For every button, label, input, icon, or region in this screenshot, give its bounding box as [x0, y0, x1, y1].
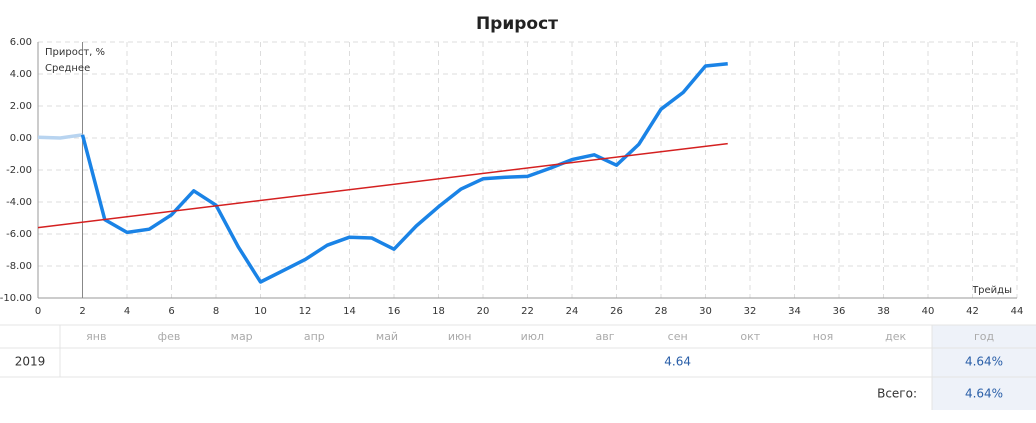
chart-title: Прирост	[476, 14, 558, 34]
x-tick-label: 14	[343, 306, 356, 317]
x-tick-label: 44	[1011, 306, 1024, 317]
x-tick-label: 0	[35, 306, 41, 317]
y-tick-label: 2.00	[10, 101, 32, 112]
legend-label: Среднее	[45, 63, 90, 74]
y-tick-label: 0.00	[10, 133, 32, 144]
column-header: окт	[740, 330, 760, 343]
year-total: 4.64%	[965, 355, 1003, 369]
y-tick-label: -4.00	[6, 197, 32, 208]
column-header: июл	[521, 330, 544, 343]
x-tick-label: 22	[521, 306, 534, 317]
total-label: Всего:	[877, 387, 917, 401]
column-header: фев	[158, 330, 181, 343]
x-tick-label: 30	[699, 306, 712, 317]
column-header: сен	[668, 330, 688, 343]
x-axis-label: Трейды	[971, 285, 1012, 296]
pre-start-line	[37, 133, 83, 140]
y-tick-label: -6.00	[6, 229, 32, 240]
column-header: июн	[448, 330, 472, 343]
x-tick-label: 40	[922, 306, 935, 317]
x-tick-label: 20	[477, 306, 490, 317]
column-header: мар	[231, 330, 253, 343]
x-tick-label: 4	[124, 306, 130, 317]
column-header: ноя	[813, 330, 834, 343]
year-column-bg	[932, 325, 1036, 410]
x-tick-label: 42	[966, 306, 979, 317]
row-label: 2019	[15, 355, 46, 369]
x-tick-label: 8	[213, 306, 219, 317]
y-tick-label: -8.00	[6, 261, 32, 272]
y-tick-label: 6.00	[10, 37, 32, 48]
column-header: апр	[304, 330, 325, 343]
y-tick-label: 4.00	[10, 69, 32, 80]
y-tick-label: -10.00	[0, 293, 32, 304]
x-tick-label: 32	[744, 306, 757, 317]
column-header: авг	[595, 330, 614, 343]
x-tick-label: 28	[655, 306, 668, 317]
legend-label: Прирост, %	[45, 47, 105, 58]
series-line	[80, 62, 728, 284]
x-tick-label: 18	[432, 306, 445, 317]
x-tick-label: 26	[610, 306, 623, 317]
cell: 4.64	[664, 355, 691, 369]
x-tick-label: 16	[388, 306, 401, 317]
x-tick-label: 24	[566, 306, 579, 317]
x-tick-label: 10	[254, 306, 267, 317]
column-header: дек	[885, 330, 906, 343]
y-tick-label: -2.00	[6, 165, 32, 176]
x-tick-label: 34	[788, 306, 801, 317]
x-tick-label: 6	[168, 306, 174, 317]
series-line	[37, 142, 728, 229]
total-value: 4.64%	[965, 387, 1003, 401]
x-tick-label: 36	[833, 306, 846, 317]
x-tick-label: 2	[79, 306, 85, 317]
x-tick-label: 38	[877, 306, 890, 317]
column-header: янв	[86, 330, 106, 343]
x-tick-label: 12	[299, 306, 312, 317]
column-header: год	[974, 330, 995, 343]
column-header: май	[376, 330, 398, 343]
